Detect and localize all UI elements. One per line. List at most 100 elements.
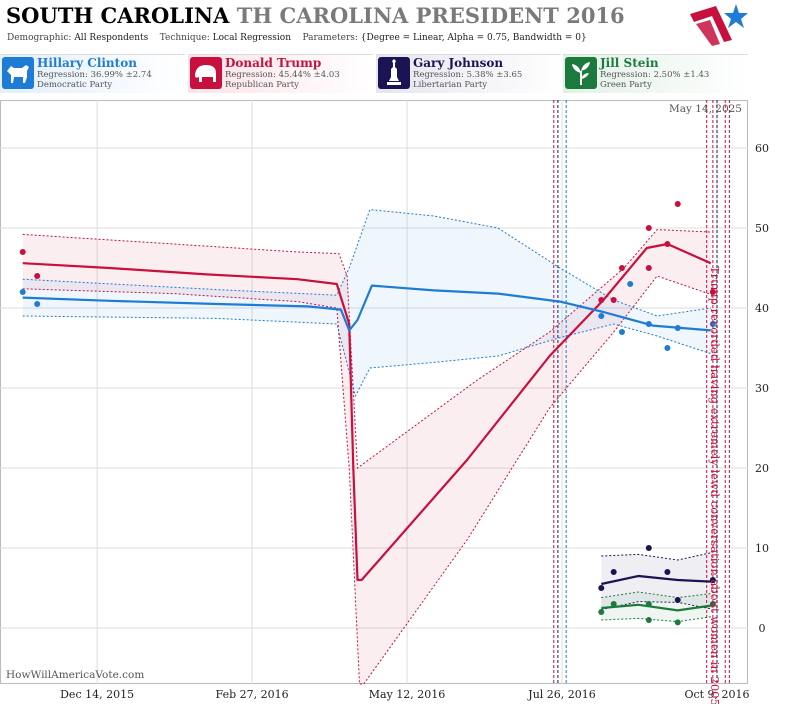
plot-frame [0, 100, 748, 684]
page-title: SOUTH CAROLINA TH CAROLINA PRESIDENT 201… [6, 3, 625, 28]
candidate-regression: Regression: 36.99% ±2.74 [37, 70, 152, 80]
poll-point [34, 301, 41, 307]
candidate-card-clinton: Hillary Clinton Regression: 36.99% ±2.74… [0, 54, 185, 93]
polling-chart: 0 10 20 30 40 50 60 Dec 14, 2015 Feb 27, 2016 Ma… [0, 100, 769, 704]
flag-star-logo [690, 4, 748, 46]
x-tick-label: May 12, 2016 [369, 688, 446, 701]
poll-point [19, 289, 26, 295]
date-label: May 14, 2025 [669, 103, 742, 115]
poll-point [610, 569, 617, 575]
poll-point [674, 597, 681, 603]
band-upper-line [601, 591, 711, 599]
poll-point [645, 545, 652, 551]
poll-point [664, 345, 671, 351]
y-tick-label: 40 [755, 302, 769, 315]
technique-value: Local Regression [212, 33, 292, 43]
poll-point [598, 609, 605, 615]
confidence-band [22, 229, 711, 684]
y-axis-ticks: 0 10 20 30 40 50 60 [755, 142, 769, 635]
band-lower-line [601, 601, 711, 611]
poll-point [598, 297, 605, 303]
confidence-bands [22, 209, 711, 685]
poll-point [610, 297, 617, 303]
candidate-regression: Regression: 2.50% ±1.43 [600, 70, 710, 80]
poll-point [664, 569, 671, 575]
technique-label: Technique: [159, 33, 210, 43]
demographic-label: Demographic: [7, 33, 72, 43]
poll-point [709, 289, 716, 295]
poll-point [598, 313, 605, 319]
band-lower-line [22, 315, 711, 398]
poll-point [645, 265, 652, 271]
plant-icon [565, 57, 597, 89]
event-lines [553, 100, 730, 684]
x-tick-label: Oct 9, 2016 [684, 688, 749, 701]
candidate-regression: Regression: 5.38% ±3.65 [413, 70, 523, 80]
band-upper-line [22, 229, 711, 469]
poll-point [598, 585, 605, 591]
event-annotation: Trump recorded having extremely lewd con… [708, 266, 722, 704]
trend-line [22, 284, 711, 332]
poll-point [664, 241, 671, 247]
confidence-band [601, 552, 711, 610]
band-lower-line [22, 275, 711, 685]
poll-point [674, 325, 681, 331]
candidate-party: Republican Party [225, 80, 299, 90]
parameters-line: Demographic: All Respondents Technique: … [7, 33, 587, 43]
poll-point [645, 321, 652, 327]
poll-point [709, 577, 716, 583]
y-tick-label: 20 [755, 462, 769, 475]
candidate-party: Libertarian Party [413, 80, 488, 90]
gridlines [0, 100, 748, 684]
x-tick-label: Jul 26, 2016 [527, 688, 596, 701]
candidate-name: Jill Stein [600, 56, 659, 70]
parameters-label: Parameters: [302, 33, 358, 43]
liberty-icon [378, 57, 410, 89]
candidate-party: Green Party [600, 80, 652, 90]
y-tick-label: 10 [755, 542, 769, 555]
trend-lines [22, 242, 712, 612]
poll-point [19, 249, 26, 255]
candidate-party: Democratic Party [37, 80, 113, 90]
poll-point [618, 329, 625, 335]
x-axis-ticks: Dec 14, 2015 Feb 27, 2016 May 12, 2016 Jul … [60, 688, 749, 701]
x-tick-label: Feb 27, 2016 [216, 688, 289, 701]
poll-points [19, 201, 716, 626]
trend-line [601, 574, 711, 586]
elephant-icon [190, 57, 222, 89]
confidence-band [22, 209, 711, 396]
y-tick-label: 0 [759, 622, 766, 635]
poll-point [709, 321, 716, 327]
poll-point [645, 601, 652, 607]
candidate-name: Donald Trump [225, 56, 322, 70]
candidate-card-stein: Jill Stein Regression: 2.50% ±1.43 Green… [563, 54, 748, 93]
band-lower-line [601, 616, 711, 623]
y-tick-label: 50 [755, 222, 769, 235]
candidate-card-johnson: Gary Johnson Regression: 5.38% ±3.65 Lib… [376, 54, 561, 93]
poll-point [645, 617, 652, 623]
poll-point [645, 225, 652, 231]
title-state: SOUTH CAROLINA [6, 3, 230, 28]
x-tick-label: Dec 14, 2015 [60, 688, 134, 701]
poll-point [674, 201, 681, 207]
trend-line [601, 603, 711, 612]
poll-point [618, 265, 625, 271]
candidate-name: Gary Johnson [413, 56, 504, 70]
y-tick-label: 60 [755, 142, 769, 155]
watermark: HowWillAmericaVote.com [6, 669, 144, 681]
candidate-regression: Regression: 45.44% ±4.03 [225, 70, 340, 80]
poll-point [610, 601, 617, 607]
header: SOUTH CAROLINA TH CAROLINA PRESIDENT 201… [0, 0, 789, 100]
trend-line [22, 242, 712, 582]
candidate-name: Hillary Clinton [37, 56, 137, 70]
candidate-card-trump: Donald Trump Regression: 45.44% ±4.03 Re… [188, 54, 373, 93]
poll-point [709, 601, 716, 607]
y-tick-label: 30 [755, 382, 769, 395]
title-race: TH CAROLINA PRESIDENT 2016 [236, 3, 625, 28]
poll-point [34, 273, 41, 279]
poll-point [674, 619, 681, 626]
poll-point [627, 281, 634, 287]
donkey-icon [2, 57, 34, 89]
band-upper-line [601, 552, 711, 561]
demographic-value: All Respondents [74, 33, 149, 43]
